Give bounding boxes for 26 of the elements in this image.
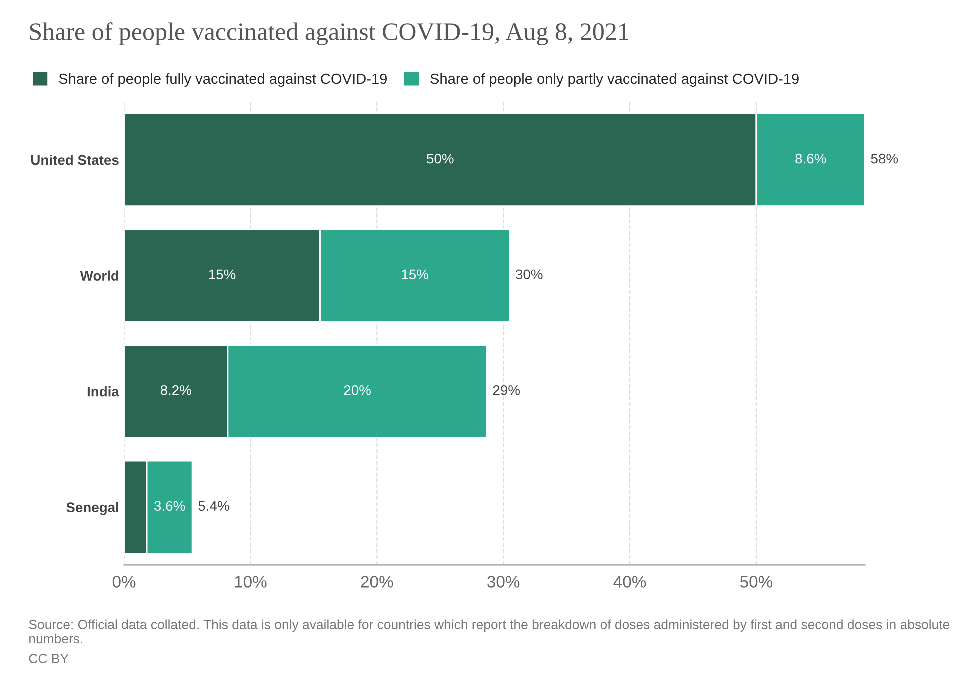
y-tick-label: Senegal [66, 502, 118, 516]
x-tick-label: 0% [112, 576, 136, 588]
y-tick-label: India [88, 386, 120, 397]
x-tick-label: 30% [488, 576, 520, 588]
total-label: 5.4% [198, 501, 230, 512]
legend-label: Share of people fully vaccinated against COVID-19 [59, 73, 388, 88]
data-label: 8.2% [160, 385, 192, 396]
data-label: 20% [344, 385, 371, 396]
x-tick-label: 40% [614, 576, 646, 588]
data-label: 50% [427, 154, 454, 164]
data-label: 3.6% [154, 501, 186, 512]
source-note: Source: Official data collated. This data is only available for countries which report the breakdown of doses administered by first and second doses in absolute numbers. [29, 620, 950, 644]
total-label: 58% [871, 154, 898, 164]
y-tick-label: World [80, 270, 119, 281]
data-label: 15% [209, 270, 236, 280]
legend-label: Share of people only partly vaccinated against COVID-19 [430, 73, 799, 88]
total-label: 29% [493, 385, 520, 396]
x-tick-label: 10% [235, 576, 267, 588]
total-label: 30% [516, 270, 543, 280]
text: CC BY [29, 654, 69, 664]
x-tick-label: 50% [740, 576, 773, 588]
y-tick-label: United States [32, 155, 119, 166]
x-tick-label: 20% [361, 576, 394, 588]
data-label: 15% [402, 270, 428, 280]
data-label: 8.6% [796, 154, 826, 164]
chart-title: Share of people vaccinated against COVID-19, Aug 8, 2021 [30, 22, 628, 46]
